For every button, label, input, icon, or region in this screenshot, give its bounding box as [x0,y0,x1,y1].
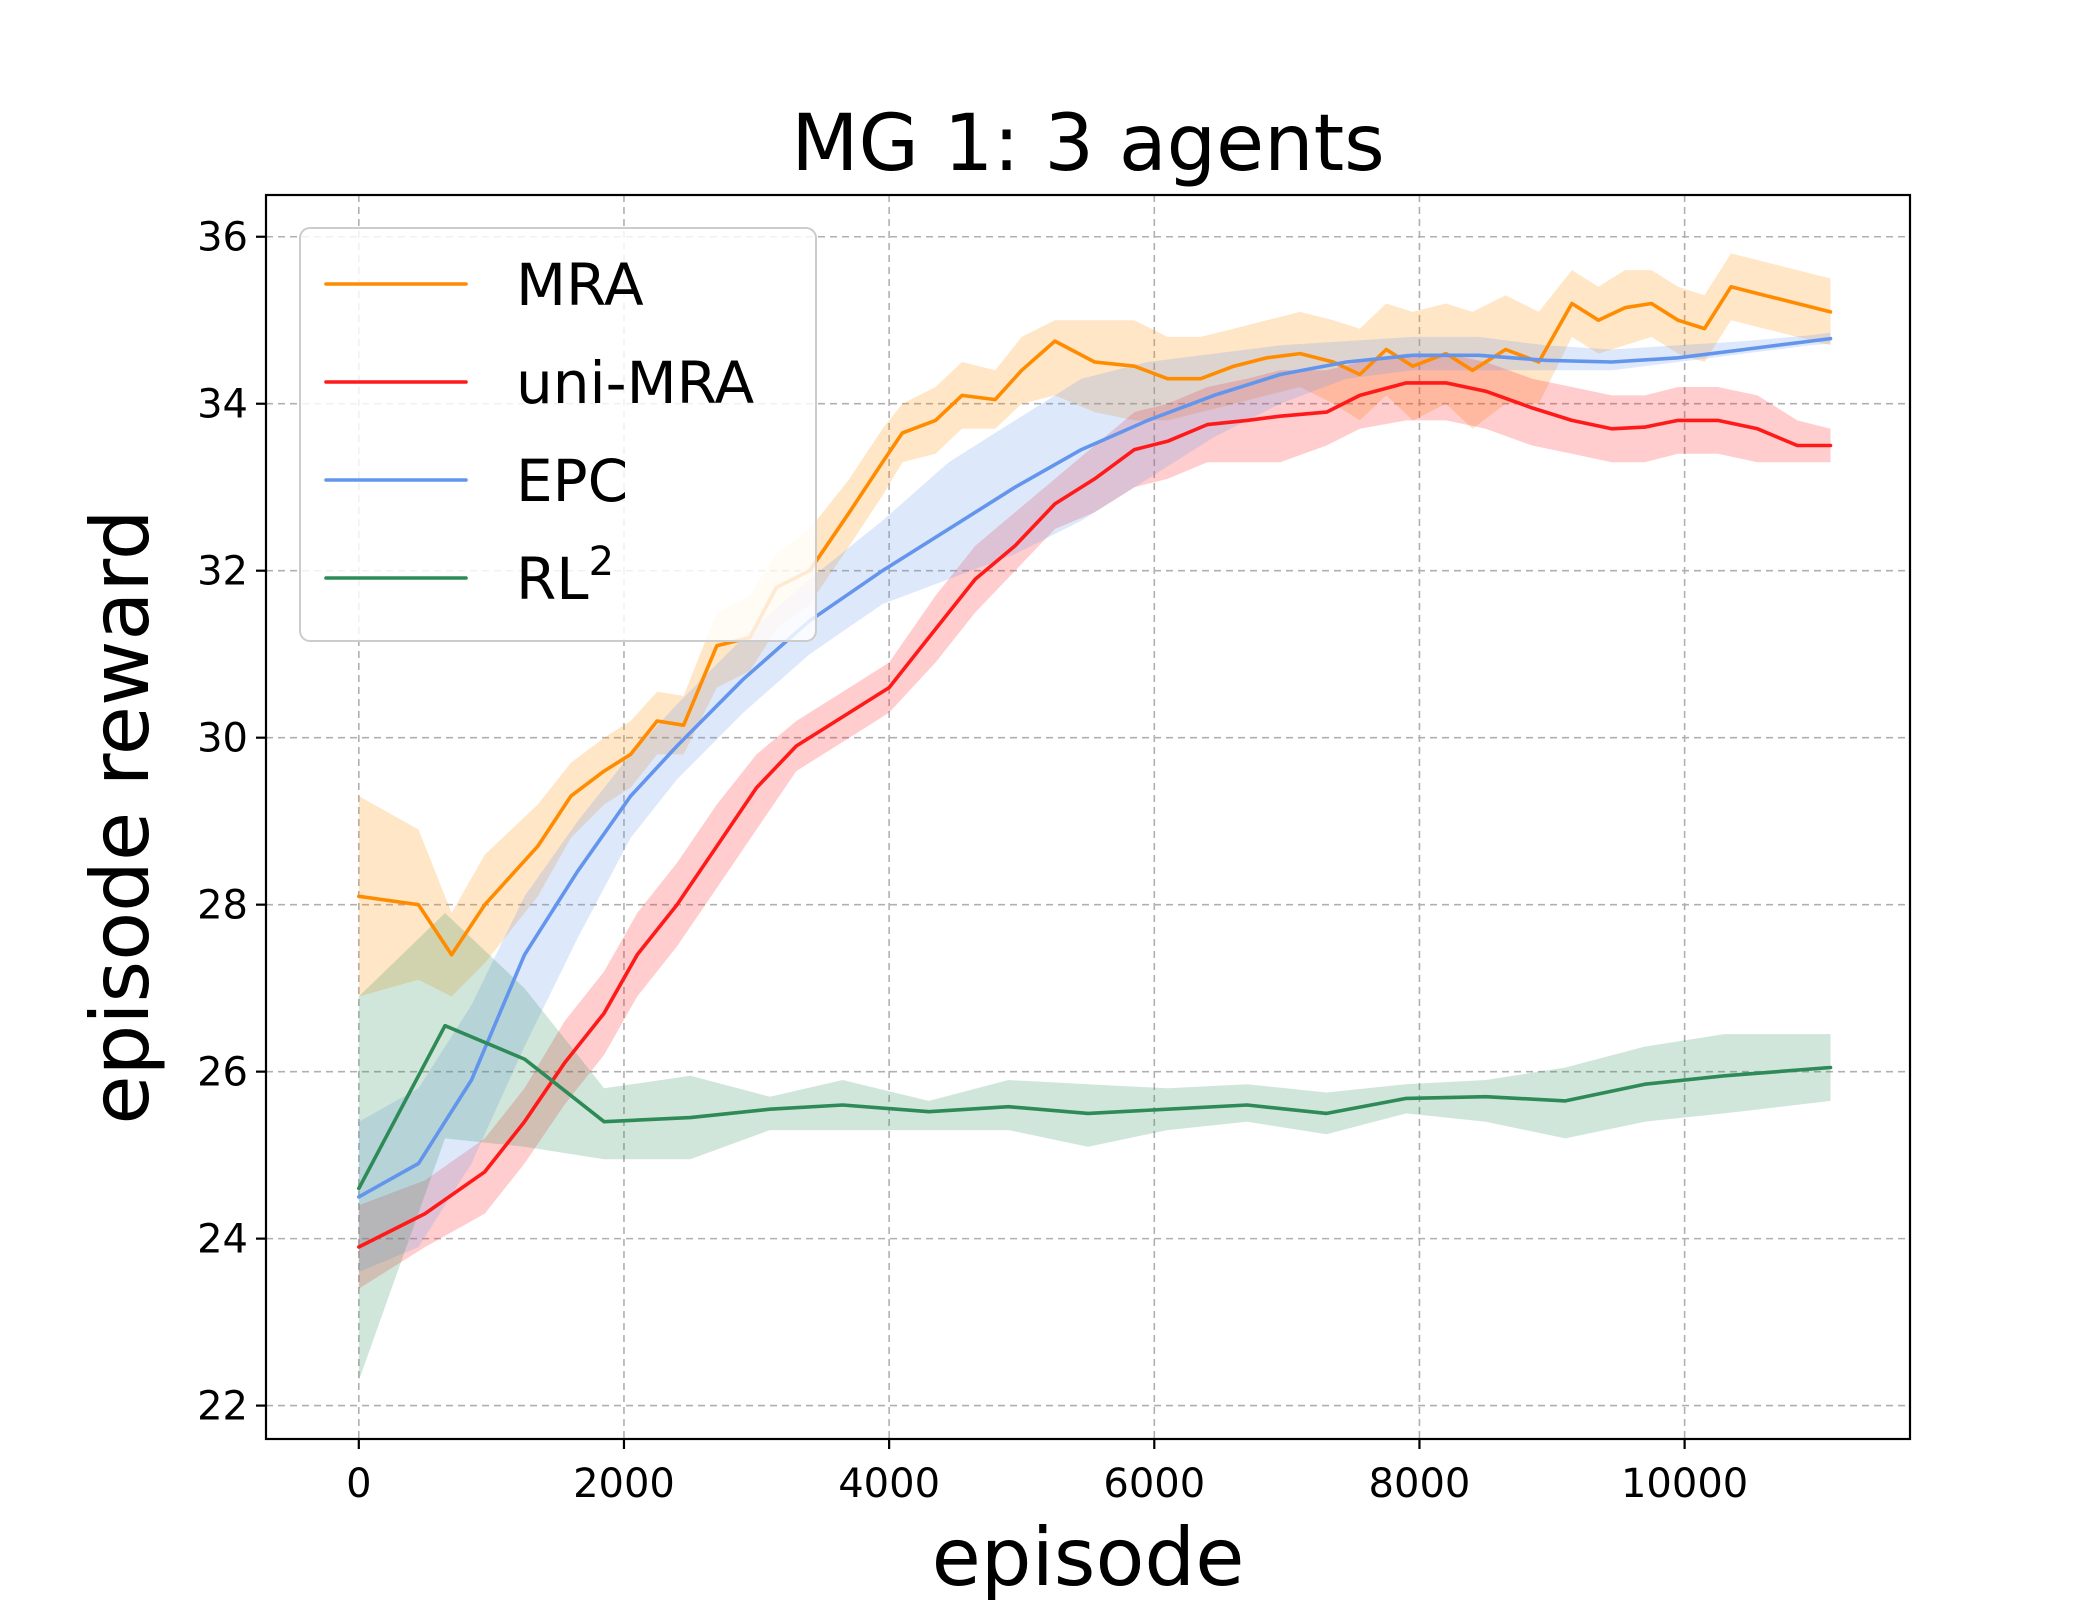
chart-title: MG 1: 3 agents [791,99,1385,189]
legend-item-epc: EPC [324,447,628,515]
x-tick-label: 10000 [1621,1461,1748,1507]
grid-layer [266,195,1910,1439]
y-tick-label: 32 [197,549,248,595]
series-line-epc [356,336,1833,1199]
legend-item-rl2: RL2 [324,539,614,613]
band-layer [358,253,1831,1381]
confidence-band-rl2 [358,913,1831,1381]
y-tick-label: 26 [197,1050,248,1096]
y-tick-label: 24 [197,1217,248,1263]
legend-items: MRA uni-MRA EPC RL2 [324,251,755,613]
y-tick-label: 22 [197,1384,248,1430]
x-tick-label: 4000 [838,1461,940,1507]
legend: MRA uni-MRA EPC RL2 [299,227,817,642]
series-line-rl2 [356,1023,1833,1191]
x-tick-label: 2000 [573,1461,675,1507]
legend-frame [299,227,817,642]
y-tick-label: 36 [197,215,248,261]
y-tick-label: 30 [197,716,248,762]
confidence-band-uni-mra [358,353,1831,1289]
x-axis-label: episode [932,1511,1245,1600]
legend-label-uni-mra: uni-MRA [516,349,755,417]
legend-label-mra: MRA [516,251,644,319]
confidence-band-epc [358,332,1831,1272]
legend-label-text: MRA [516,251,644,319]
legend-label-text: uni-MRA [516,349,755,417]
legend-label-superscript: 2 [589,539,614,585]
legend-label-text: RL [516,545,589,613]
series-line-uni-mra [356,381,1833,1249]
legend-label-epc: EPC [516,447,628,515]
legend-item-uni-mra: uni-MRA [324,349,755,417]
y-tick-label: 28 [197,883,248,929]
x-tick-label: 0 [346,1461,371,1507]
line-layer [356,284,1833,1249]
x-tick-label: 6000 [1103,1461,1205,1507]
plot-frame [264,193,1912,1441]
legend-item-mra: MRA [324,251,644,319]
tick-layer: 0 2000 4000 6000 8000 10000 22 24 26 28 30 32 34 36 [197,215,1748,1507]
y-axis-label: episode reward [74,509,167,1124]
legend-label-text: EPC [516,447,628,515]
confidence-band-mra [358,253,1831,997]
legend-label-rl2: RL2 [516,539,614,613]
x-tick-label: 8000 [1369,1461,1471,1507]
series-line-mra [356,284,1833,957]
y-tick-label: 34 [197,382,248,428]
